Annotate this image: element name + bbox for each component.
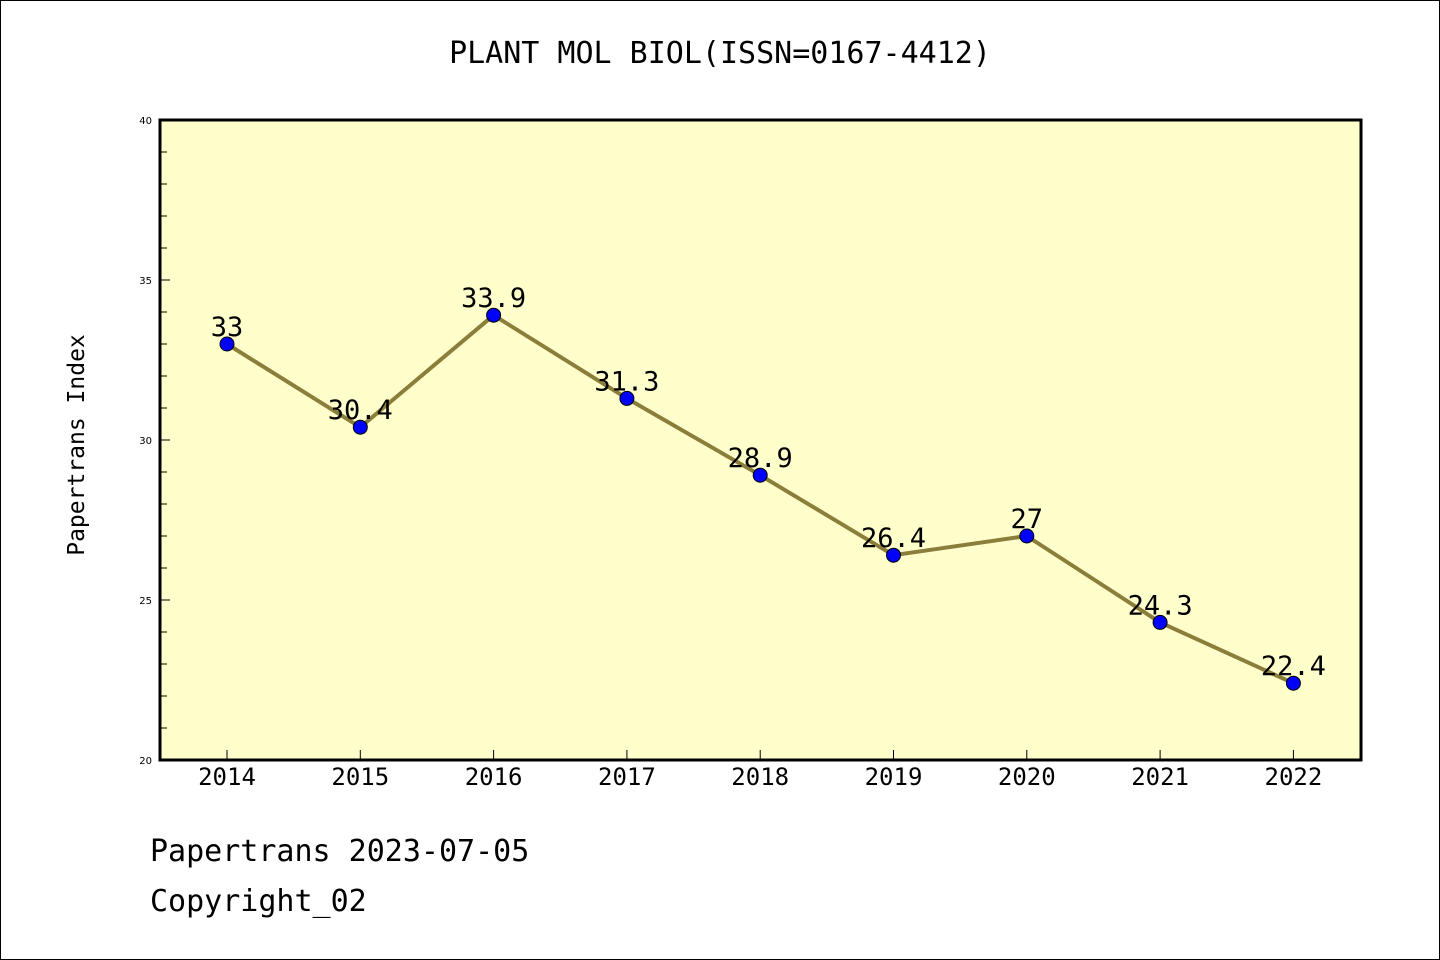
data-label: 22.4 xyxy=(1261,651,1326,682)
x-tick-label: 2017 xyxy=(598,763,656,791)
data-label: 33.9 xyxy=(461,283,526,314)
data-point xyxy=(619,390,635,406)
data-point xyxy=(1019,528,1035,544)
y-tick-label: 30 xyxy=(139,436,152,447)
x-tick-label: 2018 xyxy=(731,763,789,791)
x-tick-label: 2022 xyxy=(1265,763,1323,791)
data-label: 27 xyxy=(1011,504,1044,535)
data-point xyxy=(219,336,235,352)
y-tick-label: 20 xyxy=(139,756,152,767)
data-label: 31.3 xyxy=(594,366,659,397)
y-tick-label: 35 xyxy=(139,276,152,287)
x-tick-label: 2020 xyxy=(998,763,1056,791)
data-label: 28.9 xyxy=(728,443,793,474)
data-point xyxy=(352,419,368,435)
data-point xyxy=(752,467,768,483)
plot-area xyxy=(160,120,1361,760)
footer-date: Papertrans 2023-07-05 xyxy=(150,834,530,869)
data-label: 24.3 xyxy=(1128,590,1193,621)
x-tick-label: 2014 xyxy=(198,763,256,791)
x-tick-label: 2016 xyxy=(465,763,523,791)
data-label: 33 xyxy=(211,312,244,343)
data-point xyxy=(886,547,901,563)
data-label: 30.4 xyxy=(328,395,393,426)
data-label: 26.4 xyxy=(861,523,926,554)
x-tick-label: 2019 xyxy=(865,763,923,791)
chart-title: PLANT MOL BIOL(ISSN=0167-4412) xyxy=(449,36,991,71)
data-point xyxy=(1152,614,1168,630)
x-tick-label: 2021 xyxy=(1131,763,1189,791)
plot-border xyxy=(158,118,1363,762)
y-tick-label: 40 xyxy=(139,116,152,127)
footer-copyright: Copyright_02 xyxy=(150,884,367,919)
y-tick-label: 25 xyxy=(139,596,152,607)
data-point xyxy=(486,307,502,323)
x-tick-label: 2015 xyxy=(331,763,389,791)
data-point xyxy=(1285,675,1301,691)
